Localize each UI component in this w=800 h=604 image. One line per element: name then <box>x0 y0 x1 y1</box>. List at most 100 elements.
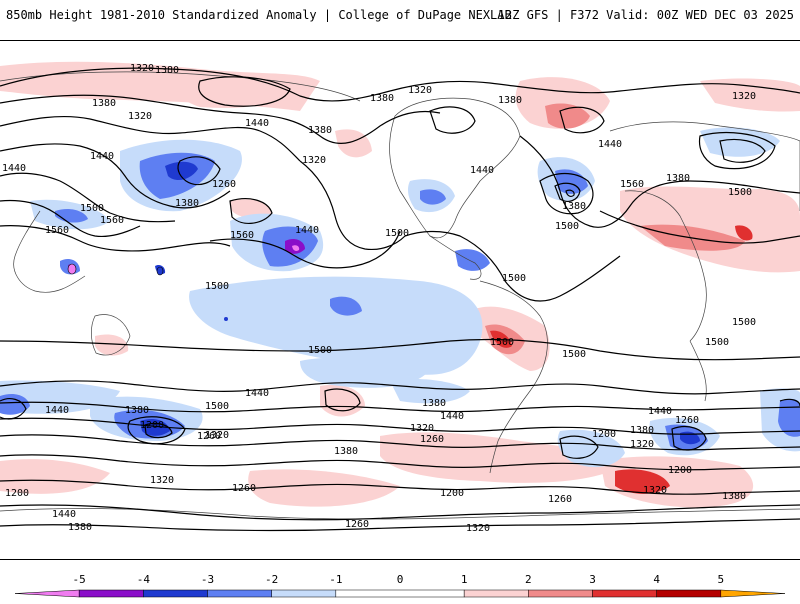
legend-tick-label: 1 <box>461 573 468 586</box>
contour-label: 1260 <box>420 434 444 445</box>
legend-color-segment <box>528 589 593 598</box>
contour-label: 1560 <box>620 179 644 190</box>
contour-label: 1500 <box>502 273 526 284</box>
legend-color-bar <box>14 589 786 598</box>
contour-label: 1260 <box>232 483 256 494</box>
map-panel[interactable]: 1380 1380 1320 1440 1380 1320 1440 1500 … <box>0 40 800 560</box>
contour-labels: 1380 1380 1320 1440 1380 1320 1440 1500 … <box>2 63 756 534</box>
contour-label: 1440 <box>648 406 672 417</box>
contour-label: 1500 <box>562 349 586 360</box>
contour-label: 1380 <box>722 491 746 502</box>
contour-label: 1440 <box>598 139 622 150</box>
contour-label: 1320 <box>150 475 174 486</box>
contour-label: 1380 <box>308 125 332 136</box>
contour-label: 1440 <box>295 225 319 236</box>
contour-label: 1500 <box>385 228 409 239</box>
contour-label: 1500 <box>705 337 729 348</box>
contour-label: 1500 <box>490 337 514 348</box>
contour-label: 1380 <box>68 522 92 533</box>
legend-color-segment <box>271 589 337 598</box>
legend-color-segment <box>335 589 465 598</box>
color-scale-legend: -5 -4 -3 -2 -1 0 1 2 3 4 5 <box>0 565 800 600</box>
negative-anomaly-shading <box>0 127 800 468</box>
contour-label: 1440 <box>245 118 269 129</box>
contour-label: 1260 <box>675 415 699 426</box>
contour-label: 1320 <box>130 63 154 74</box>
legend-tick-label: 5 <box>718 573 725 586</box>
contour-label: 1500 <box>205 281 229 292</box>
contour-label: 1380 <box>155 65 179 76</box>
contour-label: 1500 <box>728 187 752 198</box>
contour-label: 1380 <box>666 173 690 184</box>
contour-label: 1380 <box>562 201 586 212</box>
contour-label: 1380 <box>175 198 199 209</box>
contour-label: 1500 <box>308 345 332 356</box>
contour-label: 1320 <box>410 423 434 434</box>
color-scale-svg: -5 -4 -3 -2 -1 0 1 2 3 4 5 <box>14 573 786 598</box>
legend-color-segment <box>143 589 208 598</box>
contour-label: 1500 <box>732 317 756 328</box>
legend-tick-label: 3 <box>589 573 596 586</box>
contour-label: 1440 <box>2 163 26 174</box>
contour-label: 1320 <box>643 485 667 496</box>
contour-label: 1200 <box>140 420 164 431</box>
contour-label: 1320 <box>466 523 490 534</box>
legend-tick-label: 2 <box>525 573 532 586</box>
legend-tick-label: 0 <box>397 573 404 586</box>
map-title: 850mb Height 1981-2010 Standardized Anom… <box>6 8 512 22</box>
header-bar: 850mb Height 1981-2010 Standardized Anom… <box>0 0 800 40</box>
contour-label: 1380 <box>334 446 358 457</box>
contour-label: 1200 <box>5 488 29 499</box>
contour-label: 1380 <box>498 95 522 106</box>
contour-label: 1500 <box>205 401 229 412</box>
contour-label: 1380 <box>92 98 116 109</box>
legend-tick-label: -2 <box>265 573 278 586</box>
contour-label: 1560 <box>45 225 69 236</box>
legend-tick-labels: -5 -4 -3 -2 -1 0 1 2 3 4 5 <box>73 573 725 586</box>
legend-tick-label: -4 <box>137 573 151 586</box>
small-anomaly-dots <box>67 263 228 321</box>
contour-label: 1200 <box>592 429 616 440</box>
legend-tick-label: -1 <box>329 573 342 586</box>
contour-label: 1560 <box>230 230 254 241</box>
contour-label: 1320 <box>630 439 654 450</box>
legend-tick-label: -5 <box>73 573 86 586</box>
anomaly-map[interactable]: 1380 1380 1320 1440 1380 1320 1440 1500 … <box>0 41 800 560</box>
legend-color-segment <box>720 589 786 598</box>
contour-label: 1320 <box>408 85 432 96</box>
legend-color-segment <box>207 589 272 598</box>
contour-label: 1380 <box>125 405 149 416</box>
coastlines <box>0 71 800 520</box>
contour-label: 1440 <box>45 405 69 416</box>
contour-label: 1560 <box>100 215 124 226</box>
contour-label: 1260 <box>548 494 572 505</box>
legend-tick-label: 4 <box>653 573 660 586</box>
contour-label: 1500 <box>555 221 579 232</box>
contour-label: 1320 <box>205 430 229 441</box>
height-contours <box>0 67 800 532</box>
contour-label: 1380 <box>370 93 394 104</box>
contour-label: 1260 <box>197 431 221 442</box>
contour-label: 1200 <box>668 465 692 476</box>
legend-tick-label: -3 <box>201 573 214 586</box>
contour-label: 1320 <box>302 155 326 166</box>
contour-label: 1440 <box>90 151 114 162</box>
contour-label: 1200 <box>440 488 464 499</box>
contour-label: 1260 <box>345 519 369 530</box>
legend-color-segment <box>656 589 722 598</box>
model-run-info: 12Z GFS | F372 Valid: 00Z WED DEC 03 202… <box>497 8 794 22</box>
contour-label: 1320 <box>732 91 756 102</box>
contour-label: 1440 <box>470 165 494 176</box>
contour-label: 1380 <box>422 398 446 409</box>
contour-label: 1500 <box>80 203 104 214</box>
contour-label: 1440 <box>440 411 464 422</box>
legend-color-segment <box>463 589 529 598</box>
contour-label: 1260 <box>212 179 236 190</box>
legend-color-segment <box>592 589 657 598</box>
contour-label: 1320 <box>128 111 152 122</box>
legend-color-segment <box>14 589 80 598</box>
contour-label: 1440 <box>245 388 269 399</box>
contour-label: 1380 <box>630 425 654 436</box>
contour-label: 1440 <box>52 509 76 520</box>
legend-color-segment <box>78 589 144 598</box>
